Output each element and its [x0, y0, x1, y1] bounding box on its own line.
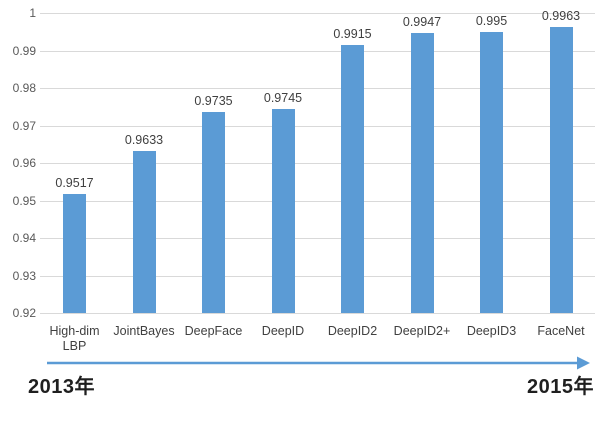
bar-jointbayes: [132, 150, 156, 313]
x-axis-category-label: DeepID2: [327, 324, 378, 338]
gridline: [40, 313, 595, 314]
y-axis-tick-label: 0.96: [12, 156, 36, 170]
bar-facenet: [549, 26, 573, 313]
bar-value-label: 0.9517: [55, 176, 94, 191]
y-axis-tick-label: 1: [29, 6, 36, 20]
bar-value-label: 0.9963: [541, 8, 581, 23]
gridline: [40, 125, 595, 127]
x-axis-category-label: JointBayes: [113, 324, 175, 338]
x-axis-category-label: DeepID3: [466, 324, 517, 338]
bar-deepface: [202, 112, 225, 313]
gridline: [40, 200, 595, 202]
bar-high-dim-lbp: [63, 194, 86, 313]
gridline: [40, 238, 595, 239]
gridline: [40, 275, 595, 277]
bar-value-label: 0.9735: [194, 94, 233, 109]
x-axis-category-label: High-dim LBP: [49, 324, 100, 353]
x-axis-category-label: DeepID2+: [393, 324, 451, 338]
gridline: [40, 13, 595, 14]
x-axis-category-label: DeepFace: [184, 324, 243, 338]
bar-value-label: 0.9633: [124, 132, 164, 147]
bar-deepid2: [341, 44, 364, 313]
y-axis-tick-label: 0.93: [12, 268, 36, 283]
gridline: [40, 88, 595, 89]
y-axis-tick-label: 0.95: [12, 193, 36, 208]
gridline: [40, 50, 595, 52]
bar-value-label: 0.9947: [402, 14, 442, 29]
y-axis-tick-label: 0.97: [12, 118, 36, 133]
x-axis-category-label: DeepID: [261, 324, 305, 338]
bar-value-label: 0.995: [475, 13, 508, 28]
y-axis-tick-label: 0.92: [12, 306, 36, 320]
bar-deepid3: [480, 31, 503, 313]
bar-value-label: 0.9915: [333, 26, 372, 41]
bar-deepid2-: [410, 32, 434, 313]
y-axis-tick-label: 0.99: [12, 43, 36, 58]
bar-deepid: [271, 108, 295, 313]
timeline-end-label: 2015年: [527, 376, 594, 398]
bar-value-label: 0.9745: [263, 90, 303, 105]
gridline: [40, 163, 595, 164]
timeline-start-label: 2013年: [28, 376, 95, 398]
y-axis-tick-label: 0.94: [12, 231, 36, 245]
y-axis-tick-label: 0.98: [12, 81, 36, 95]
x-axis-category-label: FaceNet: [537, 324, 585, 338]
